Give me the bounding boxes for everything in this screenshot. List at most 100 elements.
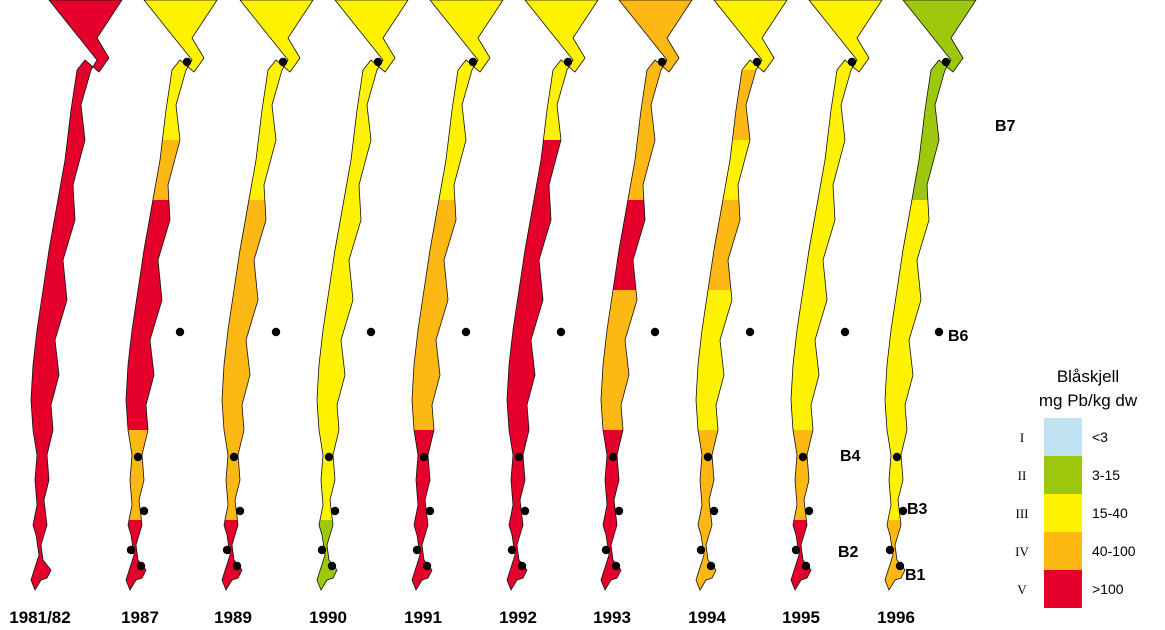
legend-row-v: V >100 [1017, 570, 1124, 608]
station-dot-b4 [608, 452, 618, 462]
station-dot-b3 [425, 506, 435, 516]
year-label-1987: 1987 [121, 608, 159, 627]
station-dot-b7 [941, 57, 951, 67]
zone-1993-5 [601, 290, 692, 430]
zone-1990-2 [317, 70, 408, 140]
station-dot-b2 [412, 545, 422, 555]
station-dot-b2 [696, 545, 706, 555]
station-dot-b6 [461, 327, 471, 337]
fjord-outline [695, 0, 788, 591]
zone-1995-2 [791, 70, 882, 140]
zone-1981-82-5 [31, 290, 122, 430]
fjord-outline [506, 0, 599, 591]
zone-1992-5 [507, 290, 598, 430]
legend-range-label: 15-40 [1092, 505, 1128, 521]
station-dot-b1 [517, 561, 527, 571]
station-label-b7: B7 [995, 118, 1016, 135]
station-label-b6: B6 [948, 328, 969, 345]
station-dot-b6 [271, 327, 281, 337]
station-dot-b1 [801, 561, 811, 571]
station-dot-b1 [895, 561, 905, 571]
year-label-1993: 1993 [593, 608, 631, 627]
station-dot-b6 [366, 327, 376, 337]
zone-1989-4 [222, 200, 313, 290]
station-label-b4: B4 [840, 448, 861, 465]
station-dot-b1 [327, 561, 337, 571]
legend-range-label: <3 [1092, 429, 1108, 445]
legend-swatch [1044, 494, 1082, 532]
station-dot-b7 [182, 57, 192, 67]
station-dot-b3 [898, 506, 908, 516]
station-dot-b7 [752, 57, 762, 67]
map-panel-1981-82 [30, 0, 123, 591]
year-label-1991: 1991 [404, 608, 442, 627]
zone-1996-5 [885, 290, 976, 430]
zone-1981-82-2 [31, 70, 122, 140]
zone-1994-5 [696, 290, 787, 430]
station-dot-b7 [847, 57, 857, 67]
legend-class-numeral: V [1017, 582, 1027, 597]
legend-class-numeral: I [1020, 430, 1024, 445]
map-panel-1991 [411, 0, 504, 591]
legend-swatch [1044, 532, 1082, 570]
station-label-b2: B2 [838, 544, 859, 561]
fjord-outline [221, 0, 314, 591]
station-dot-b2 [601, 545, 611, 555]
station-dot-b7 [468, 57, 478, 67]
zone-1993-2 [601, 70, 692, 140]
station-dot-b4 [419, 452, 429, 462]
station-dot-b3 [614, 506, 624, 516]
map-panel-1994 [695, 0, 788, 591]
fjord-outline [790, 0, 883, 591]
zone-1996-4 [885, 200, 976, 290]
station-dot-b1 [136, 561, 146, 571]
station-dot-b4 [514, 452, 524, 462]
zone-1987-5 [126, 290, 217, 430]
station-dot-b4 [324, 452, 334, 462]
station-dot-b3 [709, 506, 719, 516]
zone-1991-4 [412, 200, 503, 290]
zone-1995-4 [791, 200, 882, 290]
station-dot-b2 [507, 545, 517, 555]
station-dot-b7 [278, 57, 288, 67]
zone-1989-5 [222, 290, 313, 430]
fjord-outline [884, 0, 977, 591]
zone-1993-4 [601, 200, 692, 290]
fjord-outline [411, 0, 504, 591]
station-dot-b6 [175, 327, 185, 337]
station-dot-b6 [556, 327, 566, 337]
year-label-1996: 1996 [877, 608, 915, 627]
zone-1987-4 [126, 200, 217, 290]
year-label-1989: 1989 [214, 608, 252, 627]
legend-row-iv: IV 40-100 [1015, 532, 1136, 570]
station-dot-b4 [798, 452, 808, 462]
zone-1987-2 [126, 70, 217, 140]
map-panel-1992 [506, 0, 599, 591]
legend-range-label: 3-15 [1092, 467, 1120, 483]
station-dot-b6 [934, 327, 944, 337]
station-dot-b4 [133, 452, 143, 462]
station-dot-b3 [139, 506, 149, 516]
legend-range-label: 40-100 [1092, 543, 1136, 559]
station-dot-b2 [791, 545, 801, 555]
station-labels: B7 B6 B4 B3 B2 B1 [838, 118, 1016, 584]
zone-1994-4 [696, 200, 787, 290]
zone-1991-2 [412, 70, 503, 140]
legend-range-label: >100 [1092, 581, 1124, 597]
station-dot-b1 [611, 561, 621, 571]
zone-1990-5 [317, 290, 408, 430]
station-dot-b3 [804, 506, 814, 516]
station-dot-b7 [373, 57, 383, 67]
station-label-b3: B3 [907, 501, 928, 518]
zone-1995-5 [791, 290, 882, 430]
station-dot-b6 [745, 327, 755, 337]
year-label-1995: 1995 [782, 608, 820, 627]
station-dot-b2 [317, 545, 327, 555]
station-dot-b3 [330, 506, 340, 516]
year-label-1981-82: 1981/82 [9, 608, 70, 627]
legend-row-ii: II 3-15 [1018, 456, 1120, 494]
legend-subtitle: mg Pb/kg dw [1039, 391, 1138, 410]
station-dot-b3 [235, 506, 245, 516]
map-panel-1993 [600, 0, 693, 591]
station-dot-b1 [422, 561, 432, 571]
